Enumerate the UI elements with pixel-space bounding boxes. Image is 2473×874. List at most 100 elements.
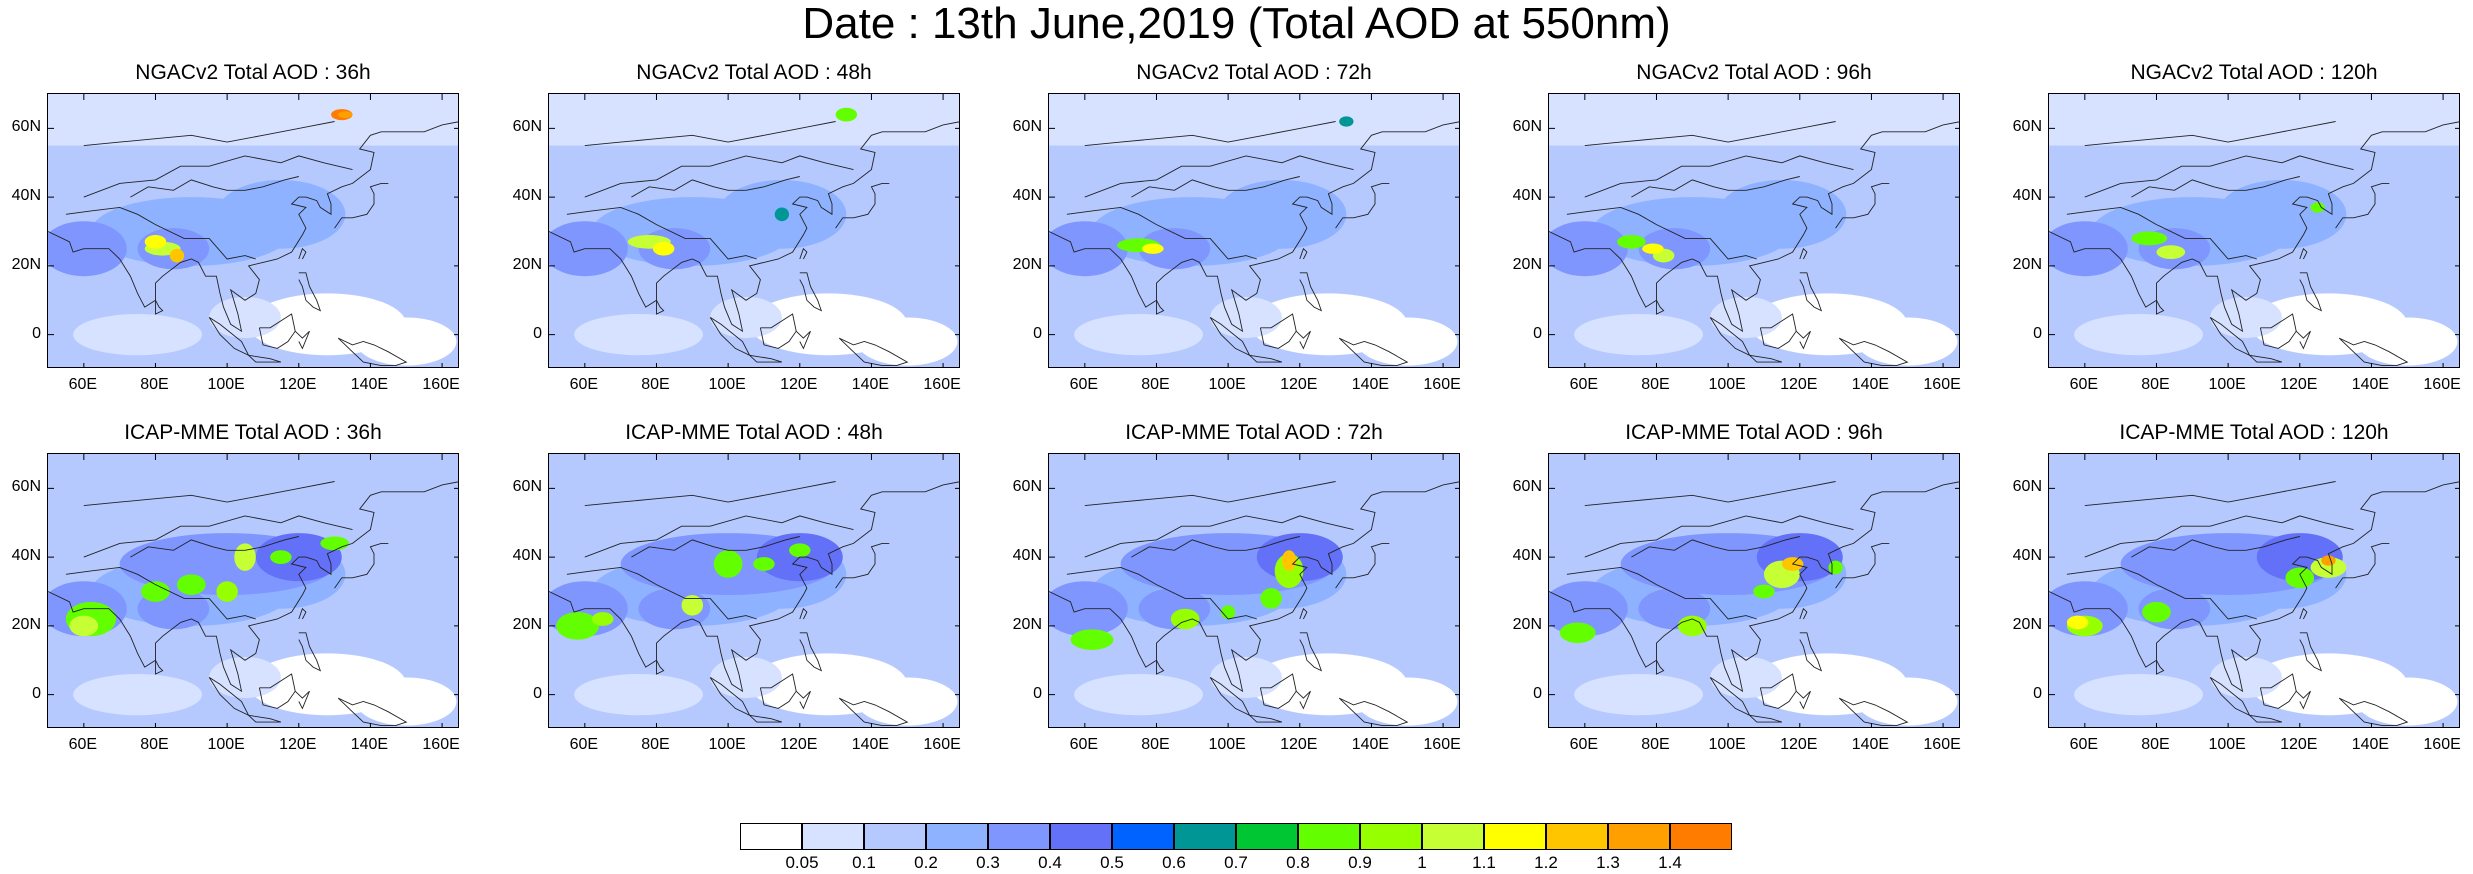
aerosol-plume xyxy=(2142,601,2171,623)
lat-tick xyxy=(2049,265,2055,267)
lat-tick xyxy=(2049,556,2055,558)
aod-map xyxy=(1048,453,1460,728)
coastline xyxy=(1084,121,1336,147)
aerosol-plume xyxy=(1339,116,1354,127)
lon-tick xyxy=(1084,94,1086,100)
lat-tick-label: 60N xyxy=(11,118,41,136)
lon-tick xyxy=(226,454,228,460)
lon-tick-label: 140E xyxy=(851,736,890,753)
coastline xyxy=(1795,330,1811,350)
lat-tick xyxy=(1455,265,1459,267)
map-panel: NGACv2 Total AOD : 36h 60N 40N 20N 0 60E 80E 10… xyxy=(12,60,460,393)
colorbar-label: 0.6 xyxy=(1162,853,1186,872)
coastline xyxy=(2084,121,2336,147)
clean-region xyxy=(356,677,457,726)
lon-tick xyxy=(727,723,729,727)
lon-tick xyxy=(942,363,944,367)
coastline xyxy=(130,536,299,558)
lon-tick xyxy=(655,94,657,100)
colorbar-label: 1.3 xyxy=(1596,853,1620,872)
lat-tick-label: 60N xyxy=(1012,478,1042,496)
coastline xyxy=(2295,330,2311,350)
lon-tick xyxy=(1155,454,1157,460)
lon-tick xyxy=(226,94,228,100)
map-panel: NGACv2 Total AOD : 120h 60N 40N 20N 0 60E 80E 1… xyxy=(2013,60,2461,393)
coastline xyxy=(2066,206,2257,260)
coastline xyxy=(566,206,757,260)
lon-tick-label: 60E xyxy=(2069,376,2099,393)
coastline xyxy=(749,354,783,363)
lat-tick-label: 20N xyxy=(11,615,41,633)
lon-tick xyxy=(799,363,801,367)
aerosol-belt xyxy=(1717,179,1847,249)
lon-tick xyxy=(799,454,801,460)
lat-tick-label: 0 xyxy=(2033,324,2042,342)
coastline xyxy=(1249,714,1283,723)
coastline xyxy=(2335,182,2390,229)
colorbar-swatch xyxy=(1050,823,1112,850)
lon-tick-label: 60E xyxy=(1069,376,1099,393)
clean-region xyxy=(73,314,203,356)
aod-field xyxy=(48,94,458,367)
lon-tick xyxy=(298,723,300,727)
aerosol-plume xyxy=(144,234,167,249)
aerosol-plume xyxy=(2321,555,2336,566)
aerosol-belt xyxy=(2217,179,2347,249)
coastline xyxy=(1156,300,1165,315)
coastline xyxy=(2156,660,2165,675)
lon-tick-label: 100E xyxy=(1208,736,1246,753)
coastline xyxy=(298,272,322,312)
lon-tick xyxy=(1727,94,1729,100)
lat-tick xyxy=(549,694,555,696)
lat-tick xyxy=(549,265,555,267)
lon-tick xyxy=(154,94,156,100)
lon-tick-label: 140E xyxy=(2351,376,2390,393)
coastline xyxy=(334,182,389,229)
lon-tick xyxy=(83,363,85,367)
lat-tick xyxy=(2455,196,2459,198)
lat-tick xyxy=(1455,556,1459,558)
lon-tick xyxy=(1442,94,1444,100)
coastline xyxy=(1209,317,1251,357)
lon-tick xyxy=(1870,454,1872,460)
lat-tick xyxy=(1955,127,1959,129)
colorbar-swatch xyxy=(988,823,1050,850)
coastline xyxy=(1566,206,1757,260)
aod-map xyxy=(47,453,459,728)
coastline xyxy=(2131,536,2300,558)
lon-tick-label: 140E xyxy=(2351,736,2390,753)
lat-tick xyxy=(2049,127,2055,129)
lat-tick-label: 20N xyxy=(1512,615,1542,633)
lon-tick-label: 160E xyxy=(923,376,961,393)
lon-tick xyxy=(441,94,443,100)
lon-tick xyxy=(1084,723,1086,727)
aerosol-plume xyxy=(1281,550,1297,571)
lon-tick xyxy=(1727,454,1729,460)
lon-tick xyxy=(226,723,228,727)
lat-tick-label: 20N xyxy=(11,255,41,273)
clean-region xyxy=(574,314,704,356)
field-band xyxy=(1549,454,1959,506)
clean-region xyxy=(1857,677,1958,726)
aerosol-plume xyxy=(1753,584,1775,599)
lat-tick xyxy=(955,487,959,489)
colorbar-label: 0.9 xyxy=(1348,853,1372,872)
lon-tick xyxy=(2299,363,2301,367)
clean-region xyxy=(1574,674,1704,716)
lon-tick-label: 100E xyxy=(708,376,746,393)
coastline xyxy=(1835,542,1890,589)
coastline xyxy=(294,690,310,710)
lat-tick xyxy=(48,265,54,267)
coastline xyxy=(838,697,909,727)
aerosol-plume xyxy=(234,543,256,571)
colorbar-swatch xyxy=(1546,823,1608,850)
lat-tick xyxy=(48,196,54,198)
lat-tick-label: 60N xyxy=(512,118,542,136)
aod-map xyxy=(2048,93,2460,368)
aod-map xyxy=(1048,93,1460,368)
colorbar-label: 0.3 xyxy=(976,853,1000,872)
lon-tick-label: 120E xyxy=(279,736,317,753)
lon-tick xyxy=(2299,94,2301,100)
lon-tick xyxy=(1584,94,1586,100)
aod-field xyxy=(549,94,959,367)
